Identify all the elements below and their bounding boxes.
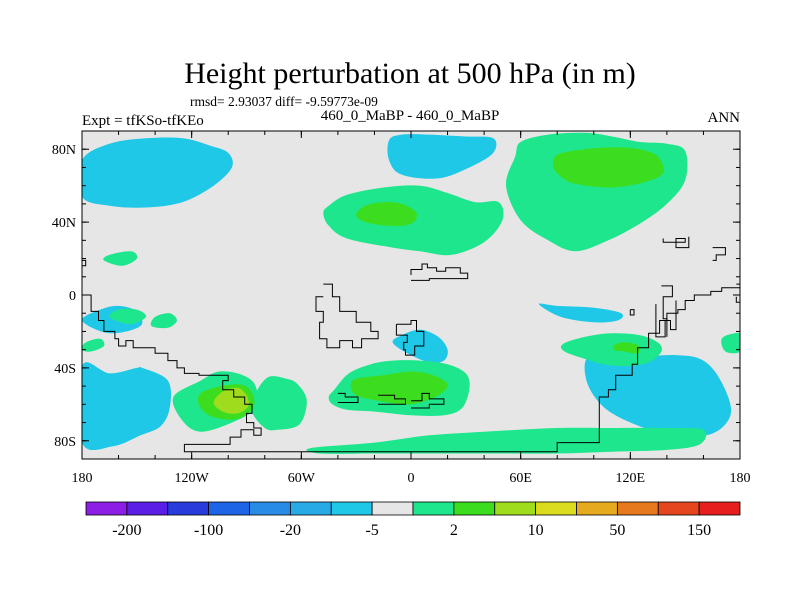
contour-region <box>538 303 624 323</box>
colorbar-label: -20 <box>280 522 301 539</box>
contour-region <box>251 376 307 431</box>
colorbar-box <box>535 501 577 516</box>
colorbar-label: 50 <box>609 522 625 539</box>
colorbar-label: 2 <box>450 522 458 539</box>
colorbar-box <box>249 501 291 516</box>
colorbar-box <box>698 501 741 516</box>
colorbar-label: 150 <box>687 522 711 539</box>
contour-region <box>356 201 417 226</box>
contour-region <box>82 338 105 352</box>
x-tick-label: 120W <box>175 471 210 486</box>
x-tick-label: 180 <box>72 471 93 486</box>
experiment-label: Expt = tfKSo-tfKEo <box>82 113 204 129</box>
case-label: 460_0_MaBP - 460_0_MaBP <box>321 108 500 124</box>
colorbar-box <box>616 501 659 516</box>
colorbar-label: -200 <box>112 522 141 539</box>
coastline <box>410 263 469 281</box>
colorbar-box <box>412 501 455 516</box>
coastline <box>655 300 677 338</box>
y-tick-label: 80N <box>52 143 76 158</box>
contour-region <box>553 147 664 188</box>
contour-region <box>721 332 740 354</box>
contour-region <box>613 342 641 354</box>
contour-region <box>150 313 178 329</box>
coastline-layer <box>82 236 740 453</box>
coastline <box>378 394 406 405</box>
coastline <box>411 392 445 409</box>
x-tick-label: 180 <box>730 471 751 486</box>
colorbar-box <box>330 501 373 516</box>
contour-region <box>82 137 233 208</box>
contour-fill-layer <box>82 132 740 454</box>
colorbar-box <box>85 501 128 516</box>
colorbar-box <box>208 501 250 516</box>
map-axes: 180 120W 60W 0 60E 120E 180 80N 40N 0 40S 80S <box>52 131 751 486</box>
y-tick-label: 80S <box>54 435 76 450</box>
y-tick-label: 40S <box>54 362 76 377</box>
coastline <box>662 236 690 249</box>
colorbar: -200 -100 -20 -5 2 10 50 150 <box>85 501 741 539</box>
colorbar-box <box>494 501 537 516</box>
contour-region <box>387 134 497 179</box>
colorbar-box <box>453 501 496 516</box>
stats-label: rmsd= 2.93037 diff= -9.59773e-09 <box>190 94 378 109</box>
contour-region <box>213 387 249 414</box>
contour-region <box>306 427 707 454</box>
coastline <box>82 259 87 267</box>
coastline <box>315 283 379 349</box>
coastline <box>629 309 635 316</box>
contour-region <box>560 333 662 367</box>
colorbar-box <box>576 501 618 516</box>
x-tick-label: 120E <box>616 471 646 486</box>
contour-region <box>82 362 172 450</box>
x-tick-label: 60E <box>509 471 532 486</box>
contour-region <box>109 308 147 325</box>
y-tick-label: 40N <box>52 216 76 231</box>
contour-region <box>584 353 732 437</box>
coastline <box>661 285 673 337</box>
y-tick-label: 0 <box>69 289 76 304</box>
colorbar-label: -100 <box>194 522 223 539</box>
season-label: ANN <box>708 110 741 126</box>
coastline <box>82 287 740 453</box>
coastline <box>337 392 359 403</box>
contour-region <box>350 371 448 405</box>
x-tick-label: 60W <box>288 471 316 486</box>
coastline <box>395 320 425 356</box>
colorbar-box <box>289 501 332 516</box>
contour-region <box>103 251 138 266</box>
x-tick-label: 0 <box>408 471 415 486</box>
colorbar-box <box>657 501 700 516</box>
colorbar-box <box>371 501 414 516</box>
colorbar-label: -5 <box>365 522 378 539</box>
map-panel: 180 120W 60W 0 60E 120E 180 80N 40N 0 40S 80S <box>52 130 751 486</box>
coastline <box>712 247 726 261</box>
colorbar-box <box>126 501 169 516</box>
colorbar-box <box>167 501 210 516</box>
chart-title: Height perturbation at 500 hPa (in m) <box>184 57 636 90</box>
coastline <box>735 283 740 303</box>
colorbar-label: 10 <box>528 522 544 539</box>
